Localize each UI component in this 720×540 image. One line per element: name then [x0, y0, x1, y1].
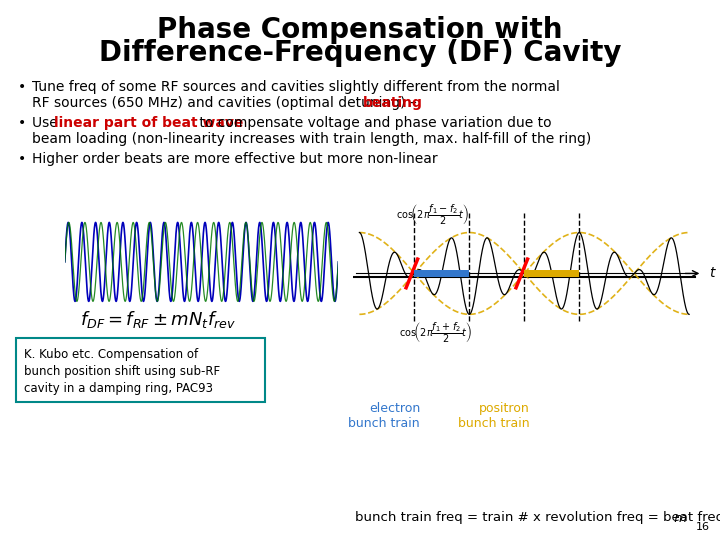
Text: bunch train freq = train # x revolution freq = beat freq /: bunch train freq = train # x revolution …: [355, 511, 720, 524]
Text: m: m: [670, 511, 687, 524]
Text: K. Kubo etc. Compensation of
bunch position shift using sub-RF
cavity in a dampi: K. Kubo etc. Compensation of bunch posit…: [24, 348, 220, 395]
Text: to compensate voltage and phase variation due to: to compensate voltage and phase variatio…: [195, 116, 552, 130]
Bar: [524, 270, 580, 277]
Text: Tune freq of some RF sources and cavities slightly different from the normal: Tune freq of some RF sources and cavitie…: [32, 80, 560, 94]
Text: beam loading (non-linearity increases with train length, max. half-fill of the r: beam loading (non-linearity increases wi…: [32, 132, 591, 145]
Text: electron
bunch train: electron bunch train: [348, 402, 420, 430]
Text: $\mathrm{cos}\!\left(2\pi\dfrac{f_1-f_2}{2}t\right)$: $\mathrm{cos}\!\left(2\pi\dfrac{f_1-f_2}…: [395, 202, 468, 227]
Text: 16: 16: [696, 522, 710, 532]
FancyBboxPatch shape: [16, 338, 265, 402]
Text: linear part of beat wave: linear part of beat wave: [54, 116, 243, 130]
Text: Difference-Frequency (DF) Cavity: Difference-Frequency (DF) Cavity: [99, 39, 621, 67]
Text: beating: beating: [363, 96, 423, 110]
Text: Higher order beats are more effective but more non-linear: Higher order beats are more effective bu…: [32, 152, 438, 166]
Text: $\mathrm{cos}\!\left(2\pi\dfrac{f_1+f_2}{2}t\right)$: $\mathrm{cos}\!\left(2\pi\dfrac{f_1+f_2}…: [399, 320, 472, 346]
Text: Use: Use: [32, 116, 62, 130]
Text: $f_{DF} = f_{RF} \pm mN_t f_{rev}$: $f_{DF} = f_{RF} \pm mN_t f_{rev}$: [80, 309, 236, 330]
Text: positron
bunch train: positron bunch train: [459, 402, 530, 430]
Bar: [414, 270, 469, 277]
Text: RF sources (650 MHz) and cavities (optimal detuning) –: RF sources (650 MHz) and cavities (optim…: [32, 96, 421, 110]
Text: •: •: [18, 152, 26, 166]
Text: •: •: [18, 116, 26, 130]
Text: $t$: $t$: [709, 266, 717, 280]
Text: •: •: [18, 80, 26, 94]
Text: Phase Compensation with: Phase Compensation with: [157, 16, 563, 44]
